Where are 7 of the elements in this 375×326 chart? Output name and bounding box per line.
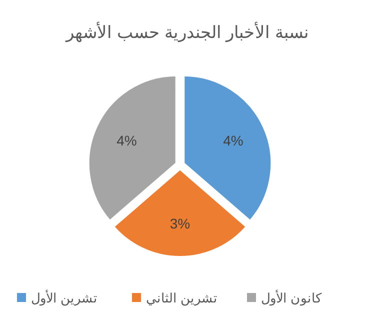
data-label: 3% — [170, 216, 190, 232]
data-label: 4% — [116, 132, 137, 149]
legend-label: تشرين الأول — [31, 290, 98, 306]
data-label: 4% — [223, 132, 244, 149]
legend-label: كانون الأول — [261, 290, 323, 306]
chart-title: نسبة الأخبار الجندرية حسب الأشهر — [65, 22, 309, 43]
legend-label: تشرين الثاني — [146, 290, 218, 306]
